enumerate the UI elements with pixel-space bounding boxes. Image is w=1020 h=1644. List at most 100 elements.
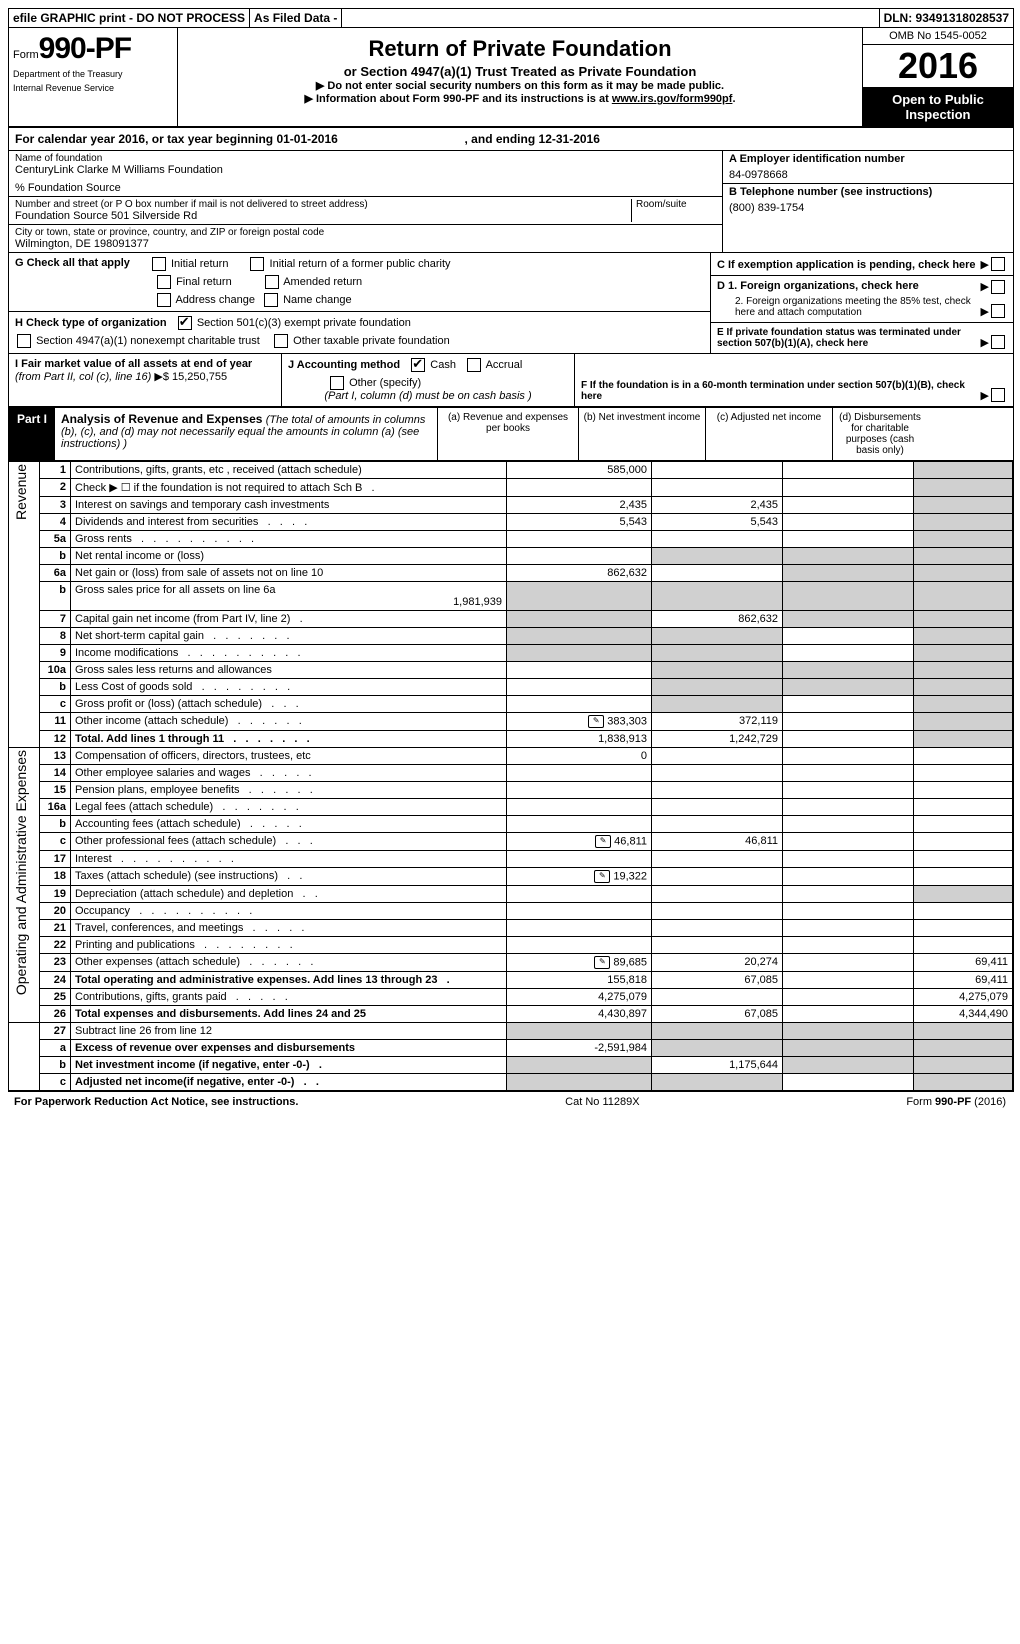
line-desc: Printing and publications . . . . . . . … [71,937,507,954]
col-a: ✎ 383,303 [507,713,652,731]
col-a: -2,591,984 [507,1040,652,1057]
line-num: 8 [40,628,71,645]
chk-initial-former[interactable] [250,257,264,271]
line-desc: Legal fees (attach schedule) . . . . . .… [71,799,507,816]
col-d [914,548,1013,565]
chk-other-method[interactable] [330,376,344,390]
col-a: 585,000 [507,462,652,479]
chk-final[interactable] [157,275,171,289]
col-b [652,816,783,833]
line-desc: Excess of revenue over expenses and disb… [71,1040,507,1057]
ein-label: A Employer identification number [729,153,1007,165]
col-d: 4,344,490 [914,1006,1013,1023]
line-num: b [40,582,71,611]
col-a: 1,838,913 [507,731,652,748]
chk-exemption[interactable] [991,257,1005,271]
chk-terminated[interactable] [991,335,1005,349]
attachment-icon[interactable]: ✎ [594,956,610,969]
line-desc: Interest on savings and temporary cash i… [71,497,507,514]
col-a: ✎ 46,811 [507,833,652,851]
col-c [783,765,914,782]
col-a: 0 [507,748,652,765]
col-d [914,799,1013,816]
line-num: b [40,548,71,565]
col-a [507,816,652,833]
col-d [914,903,1013,920]
col-a [507,1023,652,1040]
col-c [783,479,914,497]
col-b [652,548,783,565]
line-desc: Dividends and interest from securities .… [71,514,507,531]
irs-link[interactable]: www.irs.gov/form990pf [612,93,733,105]
chk-address[interactable] [157,293,171,307]
line-desc: Gross sales price for all assets on line… [71,582,507,611]
chk-other-tax[interactable] [274,334,288,348]
line-num: 19 [40,886,71,903]
chk-4947[interactable] [17,334,31,348]
chk-amended[interactable] [265,275,279,289]
col-a [507,903,652,920]
col-c [783,937,914,954]
chk-60month[interactable] [991,388,1005,402]
col-b [652,765,783,782]
col-c [783,713,914,731]
col-b [652,989,783,1006]
chk-85pct[interactable] [991,304,1005,318]
chk-accrual[interactable] [467,358,481,372]
chk-501c3[interactable] [178,316,192,330]
col-c [783,611,914,628]
city-label: City or town, state or province, country… [15,227,716,238]
col-a [507,548,652,565]
chk-name[interactable] [264,293,278,307]
calendar-year: For calendar year 2016, or tax year begi… [9,128,1013,151]
col-b [652,851,783,868]
col-a [507,937,652,954]
attachment-icon[interactable]: ✎ [594,870,610,883]
line-num: b [40,816,71,833]
col-c [783,548,914,565]
col-c [783,497,914,514]
col-a [507,531,652,548]
line-desc: Depreciation (attach schedule) and deple… [71,886,507,903]
line-desc: Taxes (attach schedule) (see instruction… [71,868,507,886]
col-b: 1,242,729 [652,731,783,748]
col-a: ✎ 89,685 [507,954,652,972]
d2-label: 2. Foreign organizations meeting the 85%… [735,296,981,318]
col-a: 2,435 [507,497,652,514]
col-d: 69,411 [914,972,1013,989]
room-label: Room/suite [636,199,716,210]
col-c [783,799,914,816]
open-public: Open to Public Inspection [863,88,1013,126]
line-num: 18 [40,868,71,886]
col-a [507,645,652,662]
line-num: 26 [40,1006,71,1023]
attachment-icon[interactable]: ✎ [588,715,604,728]
col-c [783,748,914,765]
top-bar: efile GRAPHIC print - DO NOT PROCESS As … [9,9,1013,28]
col-b: 67,085 [652,1006,783,1023]
line-num: c [40,696,71,713]
line-num: 20 [40,903,71,920]
col-b: 372,119 [652,713,783,731]
chk-initial[interactable] [152,257,166,271]
attachment-icon[interactable]: ✎ [595,835,611,848]
col-a: 155,818 [507,972,652,989]
col-d [914,833,1013,851]
form-subtitle: or Section 4947(a)(1) Trust Treated as P… [186,64,854,79]
line-desc: Net gain or (loss) from sale of assets n… [71,565,507,582]
line-desc: Interest . . . . . . . . . . [71,851,507,868]
col-d [914,462,1013,479]
col-b [652,662,783,679]
header: Form990-PF Department of the Treasury In… [9,28,1013,128]
col-d [914,937,1013,954]
line-num: 23 [40,954,71,972]
city-state-zip: Wilmington, DE 198091377 [15,238,716,250]
omb-number: OMB No 1545-0052 [863,28,1013,45]
col-c [783,920,914,937]
line-desc: Capital gain net income (from Part IV, l… [71,611,507,628]
col-b: 67,085 [652,972,783,989]
chk-foreign[interactable] [991,280,1005,294]
line-desc: Other income (attach schedule) . . . . .… [71,713,507,731]
chk-cash[interactable] [411,358,425,372]
col-b-head: (b) Net investment income [579,408,706,460]
